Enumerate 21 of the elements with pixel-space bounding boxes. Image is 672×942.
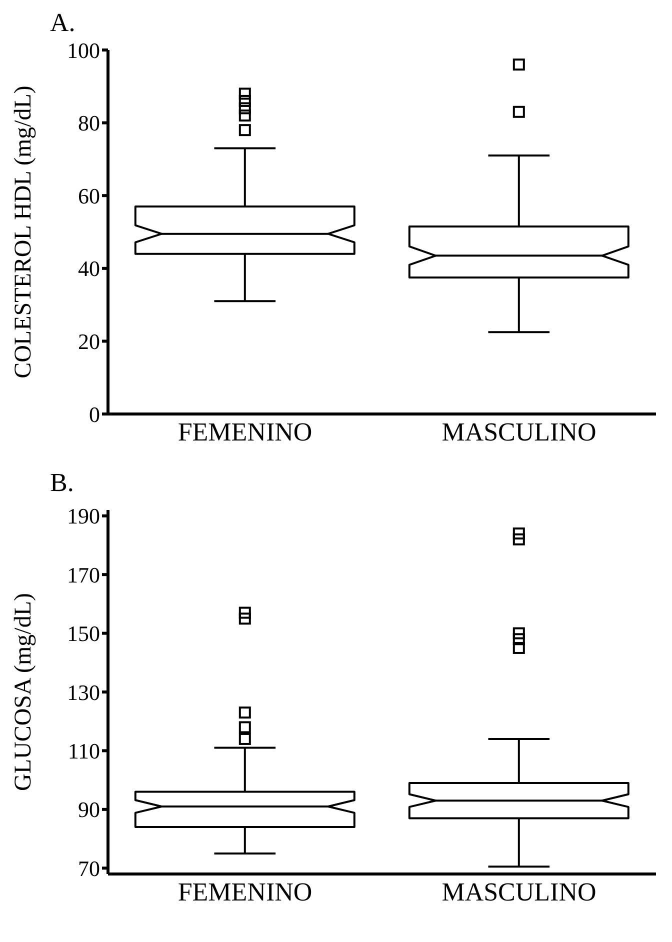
y-tick-label: 60: [78, 183, 100, 208]
y-axis-title: COLESTEROL HDL (mg/dL): [10, 86, 37, 378]
y-tick-label: 90: [78, 797, 100, 822]
x-tick-label: FEMENINO: [178, 417, 312, 446]
y-tick-label: 190: [67, 504, 100, 529]
x-tick-label: MASCULINO: [442, 877, 596, 906]
x-tick-label: FEMENINO: [178, 877, 312, 906]
y-tick-label: 110: [68, 738, 100, 764]
x-tick-label: MASCULINO: [442, 417, 596, 446]
y-axis-title: GLUCOSA (mg/dL): [10, 593, 37, 791]
y-tick-label: 70: [78, 856, 100, 881]
y-tick-label: 170: [67, 562, 100, 588]
chart-title: B.: [50, 468, 74, 498]
y-tick-label: 130: [67, 680, 100, 705]
y-tick-label: 150: [67, 621, 100, 646]
y-tick-label: 0: [89, 402, 100, 427]
y-tick-label: 100: [67, 38, 100, 63]
y-tick-label: 20: [78, 329, 100, 354]
y-tick-label: 80: [78, 110, 100, 136]
chart-title: A.: [50, 8, 76, 38]
y-tick-label: 40: [78, 256, 100, 282]
